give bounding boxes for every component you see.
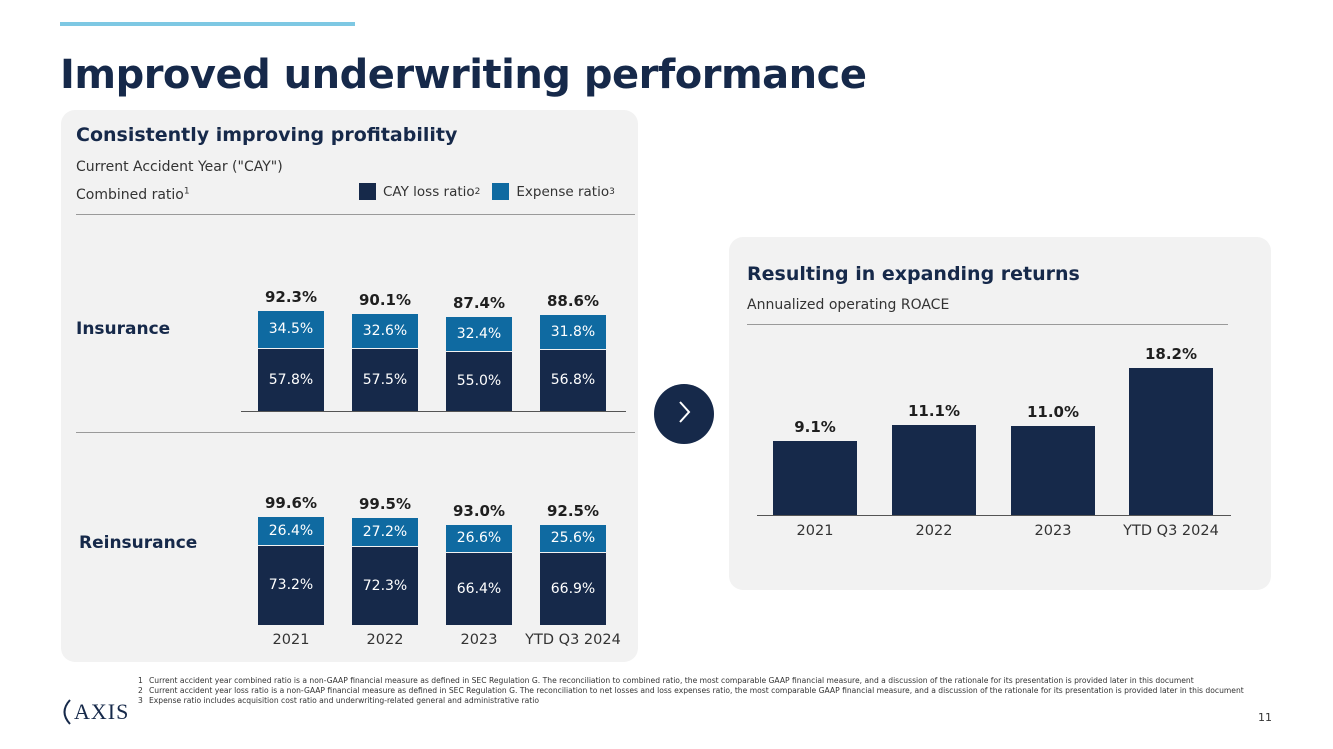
legend-label-expense-ratio: Expense ratio bbox=[516, 183, 610, 200]
reinsurance-total-label: 99.6% bbox=[264, 494, 318, 513]
roace-value-label: 11.1% bbox=[907, 402, 961, 421]
footnote-1: 1 Current accident year combined ratio is… bbox=[138, 676, 1258, 686]
legend-item-expense-ratio: Expense ratio 3 bbox=[492, 183, 615, 200]
combined-ratio-text: Combined ratio bbox=[76, 187, 184, 203]
footnotes: 1 Current accident year combined ratio is… bbox=[138, 676, 1258, 706]
reinsurance-loss-bar: 72.3% bbox=[352, 546, 418, 625]
legend-item-loss-ratio: CAY loss ratio 2 bbox=[359, 183, 480, 200]
x-tick-label: 2022 bbox=[366, 632, 404, 648]
next-arrow-button[interactable] bbox=[654, 384, 714, 444]
footnote-2-text: Current accident year loss ratio is a no… bbox=[149, 686, 1244, 695]
insurance-total-label: 88.6% bbox=[546, 292, 600, 311]
logo-swoosh-icon bbox=[63, 699, 71, 725]
insurance-expense-bar: 32.6% bbox=[352, 313, 418, 348]
insurance-baseline bbox=[241, 411, 626, 412]
reinsurance-expense-bar: 26.6% bbox=[446, 524, 512, 553]
insurance-expense-bar: 32.4% bbox=[446, 316, 512, 351]
combined-ratio-label: Combined ratio1 bbox=[76, 187, 190, 203]
x-tick-label: 2022 bbox=[915, 523, 953, 539]
insurance-total-label: 92.3% bbox=[264, 288, 318, 307]
insurance-row-label: Insurance bbox=[76, 319, 171, 339]
section-divider bbox=[76, 432, 635, 433]
insurance-loss-bar: 56.8% bbox=[540, 349, 606, 411]
insurance-expense-bar: 34.5% bbox=[258, 311, 324, 348]
footnote-3-number: 3 bbox=[138, 696, 143, 705]
legend-label-loss-ratio: CAY loss ratio bbox=[383, 183, 475, 200]
page-number: 11 bbox=[1258, 711, 1272, 724]
insurance-expense-bar: 31.8% bbox=[540, 315, 606, 349]
roace-bar bbox=[892, 425, 976, 515]
footnote-ref-1: 1 bbox=[183, 186, 190, 197]
header-divider bbox=[76, 214, 635, 215]
insurance-total-label: 90.1% bbox=[358, 290, 412, 309]
page-title: Improved underwriting performance bbox=[60, 52, 867, 98]
returns-heading: Resulting in expanding returns bbox=[747, 263, 1080, 285]
x-tick-label: YTD Q3 2024 bbox=[525, 632, 621, 648]
x-tick-label: 2023 bbox=[460, 632, 498, 648]
roace-baseline bbox=[757, 515, 1231, 516]
footnote-1-text: Current accident year combined ratio is … bbox=[149, 676, 1194, 685]
reinsurance-expense-bar: 25.6% bbox=[540, 525, 606, 552]
roace-subtitle: Annualized operating ROACE bbox=[747, 297, 950, 313]
x-tick-label: 2021 bbox=[272, 632, 310, 648]
profitability-panel: Consistently improving profitability Cur… bbox=[61, 110, 638, 662]
footnote-3-text: Expense ratio includes acquisition cost … bbox=[149, 696, 540, 705]
legend-swatch-loss-ratio bbox=[359, 183, 376, 200]
axis-logo: AXIS bbox=[58, 698, 129, 726]
roace-bar bbox=[1129, 367, 1213, 515]
insurance-total-label: 87.4% bbox=[452, 293, 506, 312]
x-tick-label: 2023 bbox=[1034, 523, 1072, 539]
x-tick-label: YTD Q3 2024 bbox=[1123, 523, 1219, 539]
chevron-right-icon bbox=[673, 399, 695, 429]
reinsurance-total-label: 99.5% bbox=[358, 494, 412, 513]
returns-panel: Resulting in expanding returns Annualize… bbox=[729, 237, 1271, 590]
returns-divider bbox=[747, 324, 1228, 325]
reinsurance-expense-bar: 27.2% bbox=[352, 517, 418, 546]
roace-value-label: 9.1% bbox=[794, 418, 836, 437]
x-tick-label: 2021 bbox=[796, 523, 834, 539]
reinsurance-loss-bar: 66.4% bbox=[446, 553, 512, 625]
roace-value-label: 18.2% bbox=[1144, 344, 1198, 363]
reinsurance-loss-bar: 66.9% bbox=[540, 552, 606, 625]
footnote-1-number: 1 bbox=[138, 676, 143, 685]
footnote-3: 3 Expense ratio includes acquisition cost… bbox=[138, 696, 1258, 706]
chart-legend: CAY loss ratio 2 Expense ratio 3 bbox=[359, 183, 627, 200]
footnote-2-number: 2 bbox=[138, 686, 143, 695]
insurance-loss-bar: 57.5% bbox=[352, 348, 418, 411]
roace-bar bbox=[1011, 425, 1095, 515]
logo-wordmark: AXIS bbox=[74, 699, 130, 724]
roace-bar bbox=[773, 441, 857, 515]
legend-swatch-expense-ratio bbox=[492, 183, 510, 200]
profitability-heading: Consistently improving profitability bbox=[76, 124, 458, 146]
roace-value-label: 11.0% bbox=[1026, 402, 1080, 421]
reinsurance-expense-bar: 26.4% bbox=[258, 517, 324, 545]
reinsurance-total-label: 92.5% bbox=[546, 502, 600, 521]
footnote-2: 2 Current accident year loss ratio is a n… bbox=[138, 686, 1258, 696]
insurance-loss-bar: 55.0% bbox=[446, 351, 512, 411]
cay-subtitle: Current Accident Year ("CAY") bbox=[76, 159, 283, 175]
reinsurance-loss-bar: 73.2% bbox=[258, 545, 324, 625]
reinsurance-total-label: 93.0% bbox=[452, 501, 506, 520]
title-accent-line bbox=[60, 22, 355, 26]
insurance-loss-bar: 57.8% bbox=[258, 348, 324, 411]
reinsurance-row-label: Reinsurance bbox=[79, 533, 198, 553]
